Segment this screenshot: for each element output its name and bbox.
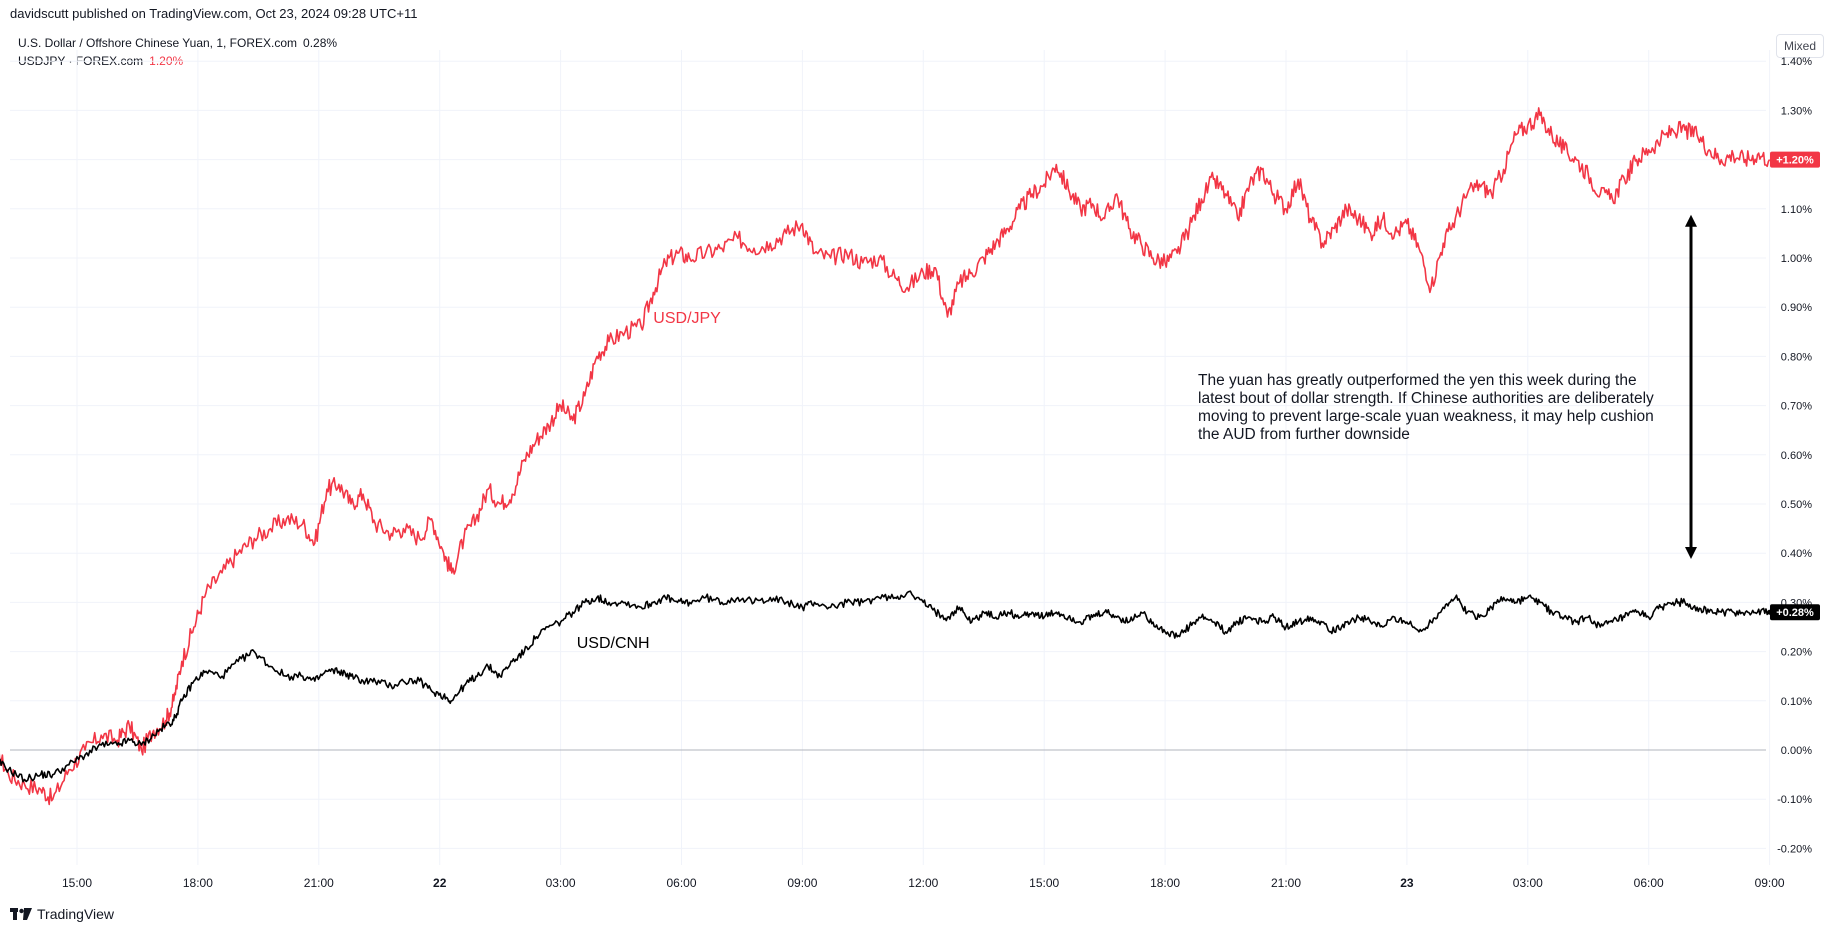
scale-mode-button[interactable]: Mixed (1776, 34, 1824, 58)
y-tick-label: 0.10% (1781, 696, 1812, 708)
y-tick-label: 1.00% (1781, 253, 1812, 265)
y-tick-label: 0.20% (1781, 647, 1812, 659)
x-tick-label: 03:00 (1513, 876, 1543, 890)
y-tick-label: 1.30% (1781, 105, 1812, 117)
y-tick-label: 0.00% (1781, 745, 1812, 757)
tradingview-brand: TradingView (37, 906, 115, 922)
y-tick-label: -0.20% (1777, 843, 1812, 855)
x-tick-label: 03:00 (546, 876, 576, 890)
y-tick-label: 0.70% (1781, 401, 1812, 413)
x-axis: 15:00 18:00 21:00 22 03:00 06:00 09:00 12:00 15:… (62, 876, 1785, 890)
x-tick-label: 09:00 (1755, 876, 1785, 890)
y-tick-label: 1.10% (1781, 204, 1812, 216)
x-tick-label: 12:00 (908, 876, 938, 890)
x-tick-label: 22 (433, 876, 447, 890)
x-tick-label: 23 (1400, 876, 1414, 890)
legend-series-change: 0.28% (303, 36, 338, 50)
x-tick-label: 06:00 (666, 876, 696, 890)
y-tick-label: 0.50% (1781, 499, 1812, 511)
double-arrow-annotation[interactable] (1685, 214, 1697, 560)
arrow-head-down (1685, 547, 1697, 560)
series-line-usdcnh[interactable] (0, 590, 1770, 783)
legend-series-name: U.S. Dollar / Offshore Chinese Yuan, 1, … (18, 36, 298, 50)
series-line-usdjpy[interactable] (0, 107, 1771, 806)
badge-usdjpy (1770, 151, 1820, 168)
y-tick-label: 0.40% (1781, 548, 1812, 560)
badge-usdcnh (1770, 604, 1820, 621)
y-tick-label: 0.60% (1781, 450, 1812, 462)
x-tick-label: 21:00 (304, 876, 334, 890)
x-tick-label: 15:00 (62, 876, 92, 890)
x-tick-label: 09:00 (787, 876, 817, 890)
series-layer (0, 107, 1773, 806)
badge-usdjpy-text: +1.20% (1776, 155, 1814, 167)
y-tick-label: 1.40% (1781, 56, 1812, 68)
series-label-usdjpy: USD/JPY (653, 310, 721, 327)
series-label-layer: USD/JPY USD/CNH (577, 310, 721, 652)
x-tick-label: 18:00 (183, 876, 213, 890)
x-tick-label: 15:00 (1029, 876, 1059, 890)
tradingview-logo[interactable]: TradingView (10, 906, 114, 922)
x-tick-label: 06:00 (1634, 876, 1664, 890)
y-tick-label: 0.90% (1781, 302, 1812, 314)
publish-info: davidscutt published on TradingView.com,… (10, 6, 418, 21)
last-value-badges: +1.20% +0.28% (1770, 151, 1820, 621)
x-tick-label: 21:00 (1271, 876, 1301, 890)
tradingview-logo-icon (10, 908, 32, 920)
y-tick-label: -0.10% (1777, 794, 1812, 806)
arrow-head-up (1685, 214, 1697, 227)
badge-usdcnh-text: +0.28% (1776, 607, 1814, 619)
y-axis: 1.40%1.30%1.20%1.10%1.00%0.90%0.80%0.70%… (1777, 56, 1812, 855)
y-tick-label: 0.80% (1781, 351, 1812, 363)
legend-row-usdcnh[interactable]: U.S. Dollar / Offshore Chinese Yuan, 1, … (18, 34, 337, 52)
x-tick-label: 18:00 (1150, 876, 1180, 890)
annotation-note[interactable]: The yuan has greatly outperformed the ye… (1198, 372, 1654, 443)
series-label-usdcnh: USD/CNH (577, 635, 650, 652)
